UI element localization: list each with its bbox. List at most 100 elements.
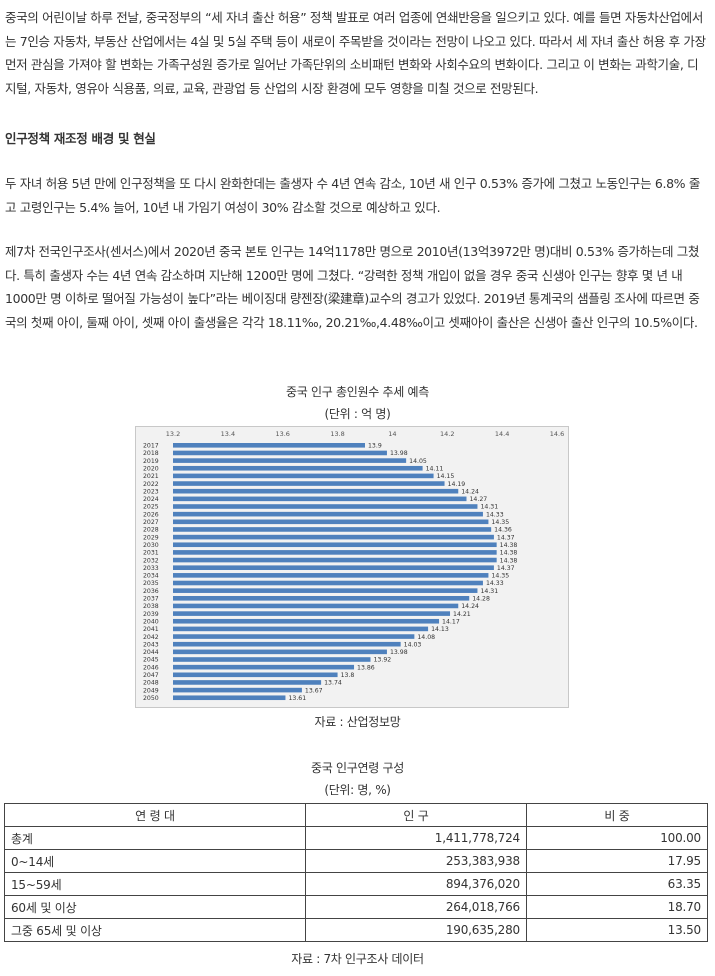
year-label: 2036	[143, 588, 159, 595]
cell-population: 894,376,020	[305, 872, 527, 896]
cell-share: 100.00	[526, 826, 708, 850]
bar-value-label: 14.38	[500, 557, 518, 564]
population-bar	[173, 550, 497, 555]
year-label: 2018	[143, 450, 159, 457]
section-heading: 인구정책 재조정 배경 및 현실	[5, 131, 156, 146]
population-forecast-chart: 13.2 13.4 13.6 13.8 14 14.2 14.4 14.6 2017 13.9 2…	[135, 426, 569, 708]
population-bar	[173, 511, 483, 517]
bar-value-label: 14.24	[461, 603, 479, 610]
year-label: 2043	[143, 641, 159, 648]
year-label: 2039	[143, 611, 159, 618]
table-unit: (단위: 명, %)	[324, 783, 391, 797]
age-structure-table: 연 령 대 인 구 비 중 총계 1,411,778,724 100.00 0~…	[4, 803, 708, 942]
cell-share: 17.95	[526, 849, 708, 873]
x-tick-label: 14	[388, 430, 396, 438]
x-tick-label: 14.2	[440, 430, 454, 438]
x-tick-label: 13.2	[166, 430, 180, 438]
year-label: 2029	[143, 534, 159, 541]
bar-value-label: 13.98	[390, 450, 408, 457]
bar-value-label: 14.38	[500, 542, 518, 549]
x-tick-label: 13.8	[330, 430, 344, 438]
cell-population: 190,635,280	[305, 918, 527, 942]
table-row: 15~59세 894,376,020 63.35	[4, 872, 708, 896]
x-tick-label: 14.4	[495, 430, 509, 438]
bar-value-label: 14.31	[480, 588, 498, 595]
year-label: 2048	[143, 680, 159, 687]
population-bar	[173, 626, 429, 632]
cell-age-group: 그중 65세 및 이상	[4, 918, 306, 942]
year-label: 2030	[143, 542, 159, 549]
year-label: 2041	[143, 626, 159, 633]
bar-value-label: 14.37	[497, 565, 515, 572]
population-bar	[173, 580, 483, 586]
bar-value-label: 14.11	[426, 465, 444, 472]
year-label: 2026	[143, 511, 159, 518]
population-bar	[173, 588, 478, 593]
population-bar	[173, 618, 440, 624]
population-bar	[173, 611, 451, 616]
year-label: 2019	[143, 458, 159, 465]
bar-value-label: 14.28	[472, 596, 490, 603]
population-bar	[173, 687, 302, 693]
population-bar	[173, 649, 387, 655]
cell-share: 18.70	[526, 895, 708, 919]
bar-value-label: 14.35	[491, 573, 509, 580]
bar-value-label: 13.74	[324, 680, 342, 687]
cell-share: 63.35	[526, 872, 708, 896]
year-label: 2034	[143, 573, 159, 580]
chart-title: 중국 인구 총인원수 추세 예측	[286, 385, 429, 399]
population-bar	[173, 573, 489, 578]
bar-value-label: 14.37	[497, 534, 515, 541]
year-label: 2038	[143, 603, 159, 610]
table-row: 그중 65세 및 이상 190,635,280 13.50	[4, 918, 708, 942]
population-bar	[173, 519, 489, 525]
bar-value-label: 13.8	[341, 672, 355, 679]
bar-value-label: 14.36	[494, 527, 512, 534]
bar-value-label: 14.05	[409, 458, 427, 465]
bar-value-label: 14.24	[461, 488, 479, 495]
population-bar	[173, 664, 355, 670]
year-label: 2049	[143, 687, 159, 694]
bar-value-label: 14.33	[486, 511, 504, 518]
table-source: 자료 : 7차 인구조사 데이터	[291, 952, 424, 966]
population-bar	[173, 634, 415, 639]
year-label: 2032	[143, 557, 159, 564]
population-bar	[173, 527, 492, 532]
year-label: 2022	[143, 481, 159, 488]
cell-age-group: 15~59세	[4, 872, 306, 896]
year-label: 2017	[143, 443, 159, 450]
population-bar	[173, 680, 322, 685]
year-label: 2031	[143, 550, 159, 557]
population-bar	[173, 695, 286, 701]
population-bar	[173, 542, 497, 548]
chart-unit: (단위 : 억 명)	[324, 407, 391, 421]
year-label: 2035	[143, 580, 159, 587]
bar-value-label: 13.98	[390, 649, 408, 656]
year-label: 2027	[143, 519, 159, 526]
year-label: 2037	[143, 596, 159, 603]
year-label: 2021	[143, 473, 159, 480]
table-header-row: 연 령 대 인 구 비 중	[4, 803, 708, 827]
cell-population: 264,018,766	[305, 895, 527, 919]
table-row: 60세 및 이상 264,018,766 18.70	[4, 895, 708, 919]
x-tick-label: 14.6	[550, 430, 564, 438]
bar-value-label: 14.33	[486, 580, 504, 587]
year-label: 2033	[143, 565, 159, 572]
cell-population: 1,411,778,724	[305, 826, 527, 850]
population-bar	[173, 458, 407, 463]
table-row: 0~14세 253,383,938 17.95	[4, 849, 708, 873]
population-bar	[173, 496, 467, 502]
chart-source: 자료 : 산업정보망	[314, 715, 401, 729]
bar-value-label: 13.92	[373, 657, 391, 664]
population-bar	[173, 657, 371, 662]
bar-value-label: 14.17	[442, 618, 460, 625]
year-label: 2045	[143, 657, 159, 664]
population-bar	[173, 534, 494, 540]
bar-value-label: 14.21	[453, 611, 471, 618]
population-bar	[173, 473, 434, 479]
bar-value-label: 13.9	[368, 443, 382, 450]
x-tick-label: 13.4	[221, 430, 235, 438]
population-bar	[173, 465, 423, 471]
population-bar	[173, 488, 459, 494]
population-bar	[173, 504, 478, 509]
